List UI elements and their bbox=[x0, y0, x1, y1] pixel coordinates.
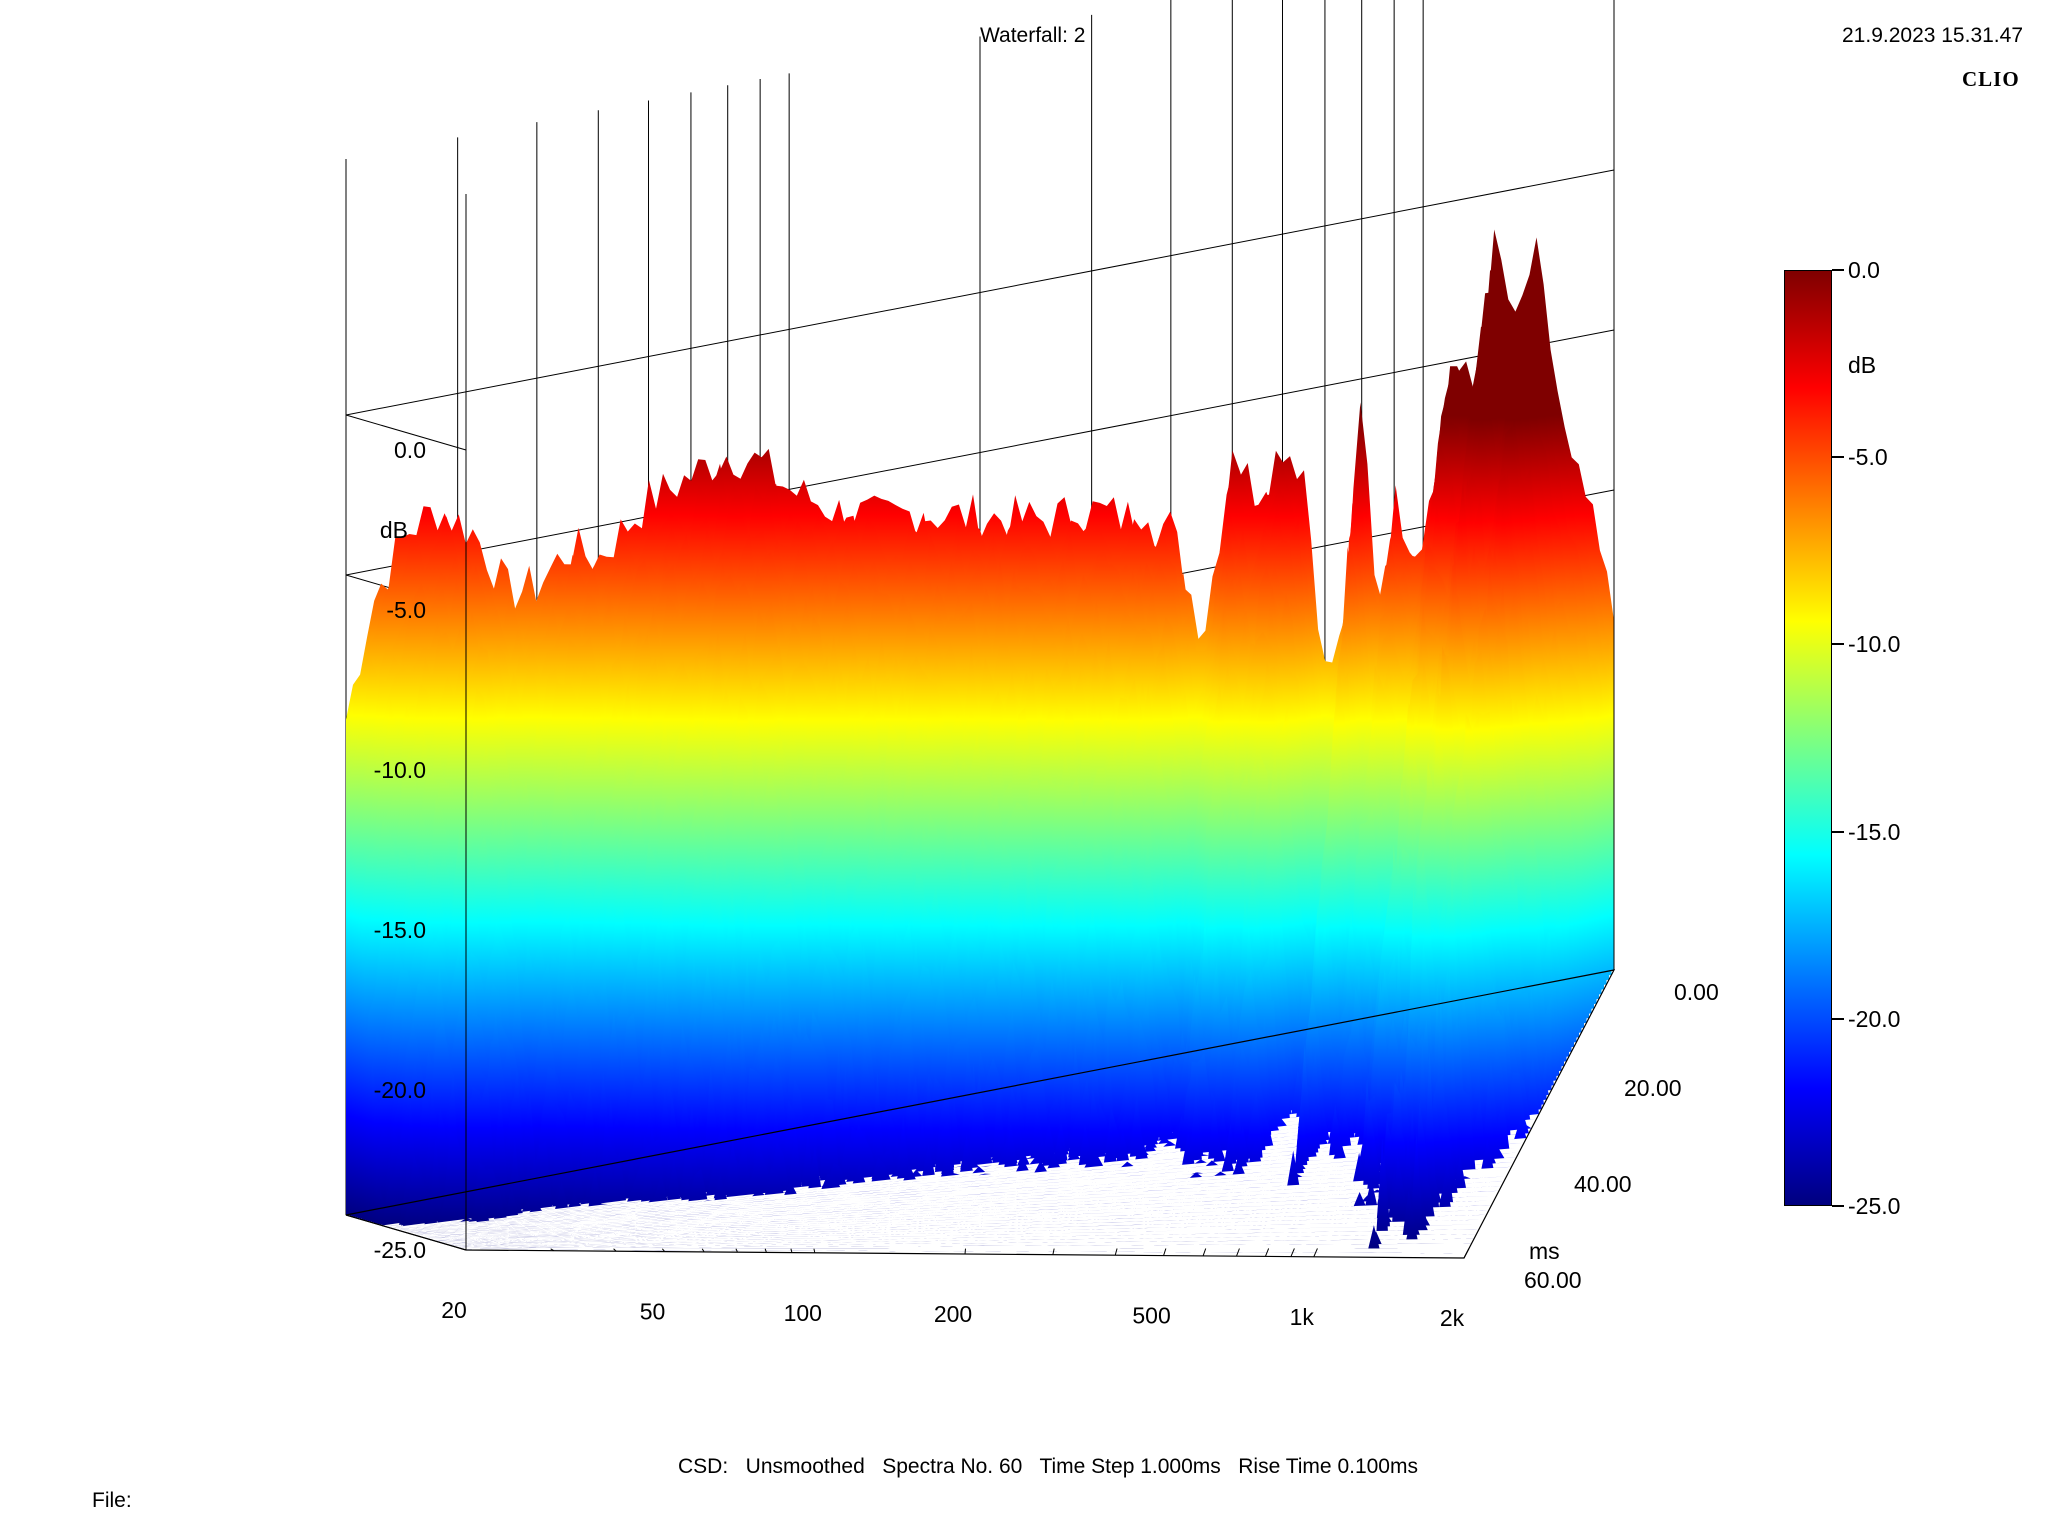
x-tick-label: 50 bbox=[640, 1299, 666, 1325]
floor-tick bbox=[813, 1248, 816, 1253]
spectrum-slice bbox=[460, 1231, 1472, 1249]
colorbar-tick bbox=[1832, 643, 1844, 646]
floor-tick bbox=[735, 1248, 738, 1253]
floor-tick bbox=[764, 1248, 767, 1253]
y-tick-label: 20.00 bbox=[1624, 1075, 1682, 1101]
x-tick-label: 200 bbox=[934, 1301, 972, 1327]
z-tick-label: -20.0 bbox=[374, 1077, 426, 1103]
floor-tick bbox=[1264, 1248, 1270, 1257]
brand-logo: CLIO bbox=[1962, 67, 2020, 91]
z-axis-unit: dB bbox=[380, 517, 408, 543]
spectrum-slice bbox=[444, 1120, 1492, 1244]
floor-tick bbox=[1163, 1248, 1167, 1256]
floor-tick bbox=[1463, 1248, 1470, 1259]
floor-tick bbox=[1290, 1248, 1295, 1257]
floor-tick bbox=[661, 1248, 665, 1252]
z-tick-label: -25.0 bbox=[374, 1237, 426, 1263]
floor-tick bbox=[1236, 1248, 1240, 1257]
z-tick-label: -15.0 bbox=[374, 917, 426, 943]
z-tick-label: 0.0 bbox=[394, 437, 426, 463]
x-tick-label: 20 bbox=[441, 1297, 467, 1323]
y-axis-unit: ms bbox=[1529, 1238, 1560, 1264]
colorbar-tick-label: -25.0 bbox=[1848, 1193, 1901, 1219]
floor-tick bbox=[1313, 1248, 1318, 1257]
colorbar-tick-label: -20.0 bbox=[1848, 1005, 1901, 1032]
plot-frame bbox=[345, 0, 1616, 1259]
floor-tick bbox=[1202, 1248, 1207, 1257]
colorbar-gradient bbox=[1785, 271, 1831, 1205]
colorbar-tick bbox=[1832, 269, 1844, 271]
floor-tick bbox=[1052, 1248, 1055, 1255]
z-tick-label: -10.0 bbox=[374, 757, 426, 783]
floor-tick bbox=[461, 1248, 467, 1251]
y-tick-label: 40.00 bbox=[1574, 1171, 1632, 1197]
y-tick-label: 60.00 bbox=[1524, 1267, 1582, 1293]
floor-tick bbox=[701, 1248, 705, 1253]
grid-db-side-line bbox=[345, 414, 467, 451]
chart-title: Waterfall: 2 bbox=[980, 24, 1086, 47]
colorbar-tick bbox=[1832, 1017, 1844, 1020]
colorbar-tick bbox=[1832, 456, 1844, 459]
floor-tick bbox=[613, 1248, 617, 1252]
floor-tick bbox=[964, 1248, 966, 1255]
x-tick-label: 500 bbox=[1132, 1303, 1170, 1329]
colorbar-tick-label: 0.0 bbox=[1848, 257, 1880, 283]
floor-tick bbox=[790, 1248, 793, 1253]
spectrum-slice bbox=[416, 855, 1527, 1236]
axis-labels: 0.0 -5.0 -10.0 -15.0 -20.0 -25.0 dB 20 50 100 200 5… bbox=[374, 437, 1719, 1331]
colorbar bbox=[1784, 270, 1832, 1206]
colorbar-unit: dB bbox=[1848, 352, 1877, 378]
waterfall-surface bbox=[346, 229, 1614, 1254]
z-tick-label: -5.0 bbox=[386, 597, 426, 623]
colorbar-tick bbox=[1832, 1205, 1844, 1207]
colorbar-tick-label: -5.0 bbox=[1848, 444, 1888, 471]
csd-settings: CSD: Unsmoothed Spectra No. 60 Time Step… bbox=[678, 1455, 1418, 1478]
file-label: File: bbox=[92, 1489, 132, 1512]
x-tick-label: 1k bbox=[1290, 1304, 1315, 1330]
colorbar-tick bbox=[1832, 830, 1844, 833]
floor-tick bbox=[1114, 1248, 1118, 1256]
spectrum-slice bbox=[462, 1225, 1469, 1249]
floor-tick bbox=[550, 1248, 555, 1252]
spectrum-slice bbox=[414, 850, 1529, 1235]
spectrum-slice bbox=[458, 1212, 1474, 1248]
colorbar-tick-label: -10.0 bbox=[1848, 631, 1901, 658]
x-tick-label: 100 bbox=[784, 1300, 822, 1326]
timestamp: 21.9.2023 15.31.47 bbox=[1842, 24, 2024, 47]
y-tick-label: 0.00 bbox=[1674, 979, 1719, 1005]
x-tick-label: 2k bbox=[1440, 1305, 1465, 1331]
colorbar-tick-label: -15.0 bbox=[1848, 818, 1901, 845]
